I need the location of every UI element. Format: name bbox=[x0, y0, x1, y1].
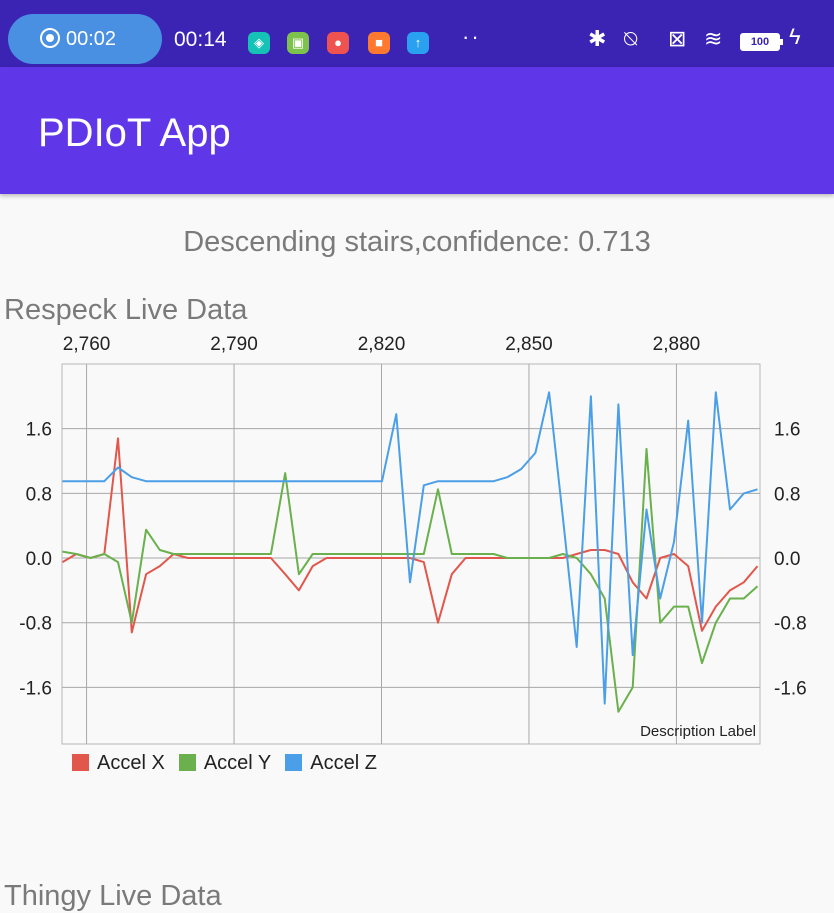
app-title: PDIoT App bbox=[38, 111, 231, 155]
x-tick-label: 2,790 bbox=[210, 334, 258, 355]
series-line-accel-y bbox=[62, 447, 759, 713]
battery-icon: 100 bbox=[740, 33, 783, 51]
sim-off-icon: ⊠ bbox=[668, 26, 687, 51]
legend-label: Accel X bbox=[97, 752, 165, 774]
x-tick-label: 2,850 bbox=[505, 334, 553, 355]
y-tick-label-right: -0.8 bbox=[774, 614, 807, 635]
legend-label: Accel Z bbox=[310, 752, 377, 774]
android-icon: ▣ bbox=[287, 32, 309, 54]
y-tick-label-right: -1.6 bbox=[774, 678, 807, 699]
prediction-text: Descending stairs,confidence: 0.713 bbox=[183, 226, 651, 258]
shield-icon: ◈ bbox=[248, 32, 270, 54]
silent-bell-icon: ⍉ bbox=[624, 26, 638, 51]
legend-label: Accel Y bbox=[203, 752, 272, 774]
y-tick-label-right: 0.0 bbox=[774, 549, 800, 570]
chart-legend: Accel X Accel Y Accel Z bbox=[72, 752, 391, 780]
y-tick-label-left: 0.0 bbox=[26, 549, 52, 570]
record-app-icon: ● bbox=[327, 32, 349, 54]
x-tick-label: 2,880 bbox=[653, 334, 701, 355]
screen-recording-indicator[interactable]: 00:02 bbox=[8, 14, 162, 64]
recording-time: 00:02 bbox=[66, 28, 117, 50]
y-tick-label-left: -1.6 bbox=[19, 678, 52, 699]
record-icon bbox=[40, 28, 60, 48]
y-tick-label-left: 1.6 bbox=[26, 420, 52, 441]
wifi-icon: ≋ bbox=[704, 26, 723, 51]
video-icon: ■ bbox=[368, 32, 390, 54]
y-tick-label-right: 1.6 bbox=[774, 420, 800, 441]
series-line-accel-x bbox=[61, 437, 759, 634]
y-tick-label-left: -0.8 bbox=[19, 614, 52, 635]
y-tick-label-right: 0.8 bbox=[774, 484, 800, 505]
charging-icon: ϟ bbox=[789, 24, 801, 49]
respeck-chart-title: Respeck Live Data bbox=[4, 294, 248, 326]
more-notifications-icon: ·· bbox=[462, 24, 481, 49]
x-tick-label: 2,820 bbox=[358, 334, 406, 355]
plot-area bbox=[61, 363, 761, 745]
legend-swatch bbox=[72, 754, 89, 771]
description-label: Description Label bbox=[640, 723, 756, 740]
thingy-chart-title: Thingy Live Data bbox=[4, 880, 222, 912]
legend-item: Accel Z bbox=[285, 752, 377, 775]
legend-swatch bbox=[285, 754, 303, 771]
y-tick-label-left: 0.8 bbox=[26, 484, 52, 505]
respeck-chart[interactable]: 2,760 2,790 2,820 2,850 2,880 1.6 1.6 0.8 0.8 0.0… bbox=[0, 320, 834, 750]
upload-icon: ↑ bbox=[407, 32, 429, 54]
x-tick-label: 2,760 bbox=[63, 334, 111, 355]
clock: 00:14 bbox=[174, 28, 227, 51]
status-bar: 00:02 00:14 ◈ ▣ ● ■ ↑ ·· ✱ ⍉ ⊠ ≋ 100 ϟ bbox=[0, 0, 834, 67]
series-line-accel-z bbox=[62, 391, 758, 705]
legend-item: Accel X bbox=[72, 752, 165, 775]
legend-item: Accel Y bbox=[178, 752, 272, 775]
legend-swatch bbox=[178, 754, 196, 771]
bluetooth-icon: ✱ bbox=[588, 26, 607, 51]
app-bar: PDIoT App bbox=[0, 67, 834, 194]
